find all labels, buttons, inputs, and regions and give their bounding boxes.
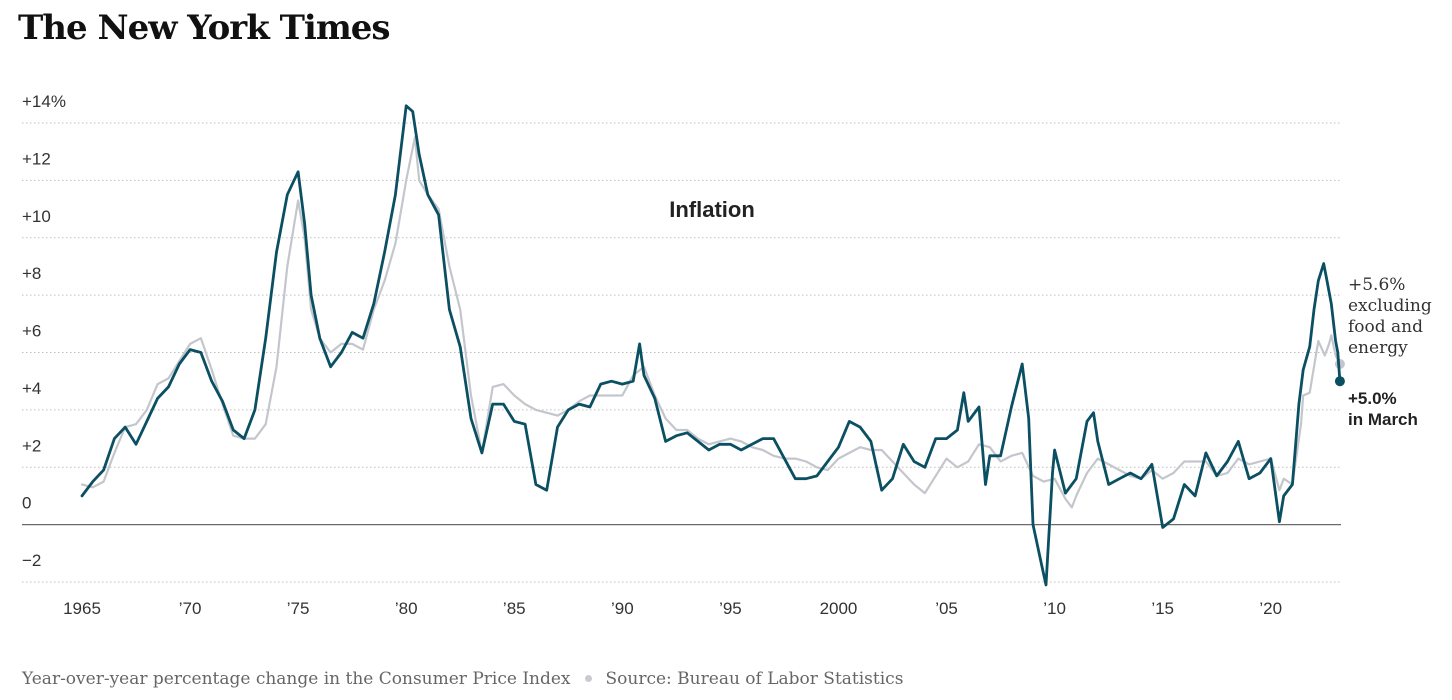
- gridlines: [22, 122, 1341, 583]
- y-tick-label: +10: [22, 207, 51, 226]
- headline-annotation-line: in March: [1348, 410, 1418, 429]
- core-series-line: [80, 136, 1341, 509]
- x-tick-label: ’15: [1151, 599, 1174, 618]
- x-tick-label: ’80: [395, 599, 418, 618]
- series-layer: [80, 104, 1345, 587]
- chart-source: Source: Bureau of Labor Statistics: [605, 669, 904, 689]
- y-tick-label: +2: [22, 436, 41, 455]
- y-tick-label: +14%: [22, 92, 66, 111]
- headline-series-line: [80, 104, 1342, 587]
- x-tick-label: ’85: [503, 599, 526, 618]
- headline-end-marker: [1334, 376, 1345, 387]
- nyt-logo: The New York Times: [18, 8, 391, 48]
- y-tick-label: −2: [22, 551, 41, 570]
- y-tick-label: 0: [22, 494, 31, 513]
- core-annotation-line: excluding: [1348, 296, 1432, 316]
- y-tick-label: +6: [22, 322, 41, 341]
- inflation-chart: +14% +12 +10 +8 +6 +4 +2 0 −2 1965 ’70 ’75 ’80 ’85 ’9…: [22, 92, 1432, 618]
- headline-annotation-line: +5.0%: [1348, 389, 1397, 408]
- chart-description: Year-over-year percentage change in the …: [22, 669, 571, 689]
- x-tick-label: ’75: [287, 599, 310, 618]
- x-tick-label: ’95: [719, 599, 742, 618]
- x-tick-label: 2000: [820, 599, 858, 618]
- core-annotation-line: +5.6%: [1348, 275, 1405, 295]
- separator-dot-icon: [584, 674, 592, 682]
- x-tick-label: ’10: [1043, 599, 1066, 618]
- core-annotation-line: energy: [1348, 338, 1408, 358]
- y-tick-label: +8: [22, 264, 41, 283]
- chart-title: Inflation: [669, 197, 755, 222]
- y-tick-label: +12: [22, 149, 51, 168]
- x-tick-label: ’20: [1259, 599, 1282, 618]
- x-tick-label: ’90: [611, 599, 634, 618]
- x-tick-label: ’05: [935, 599, 958, 618]
- x-tick-label: ’70: [179, 599, 202, 618]
- x-tick-label: 1965: [63, 599, 101, 618]
- core-annotation-line: food and: [1348, 317, 1423, 337]
- y-axis-ticks: +14% +12 +10 +8 +6 +4 +2 0 −2: [22, 92, 66, 570]
- y-tick-label: +4: [22, 379, 41, 398]
- x-axis-ticks: 1965 ’70 ’75 ’80 ’85 ’90 ’95 2000 ’05 ’10 ’15 ’20: [63, 599, 1282, 618]
- chart-footer: Year-over-year percentage change in the …: [22, 669, 903, 689]
